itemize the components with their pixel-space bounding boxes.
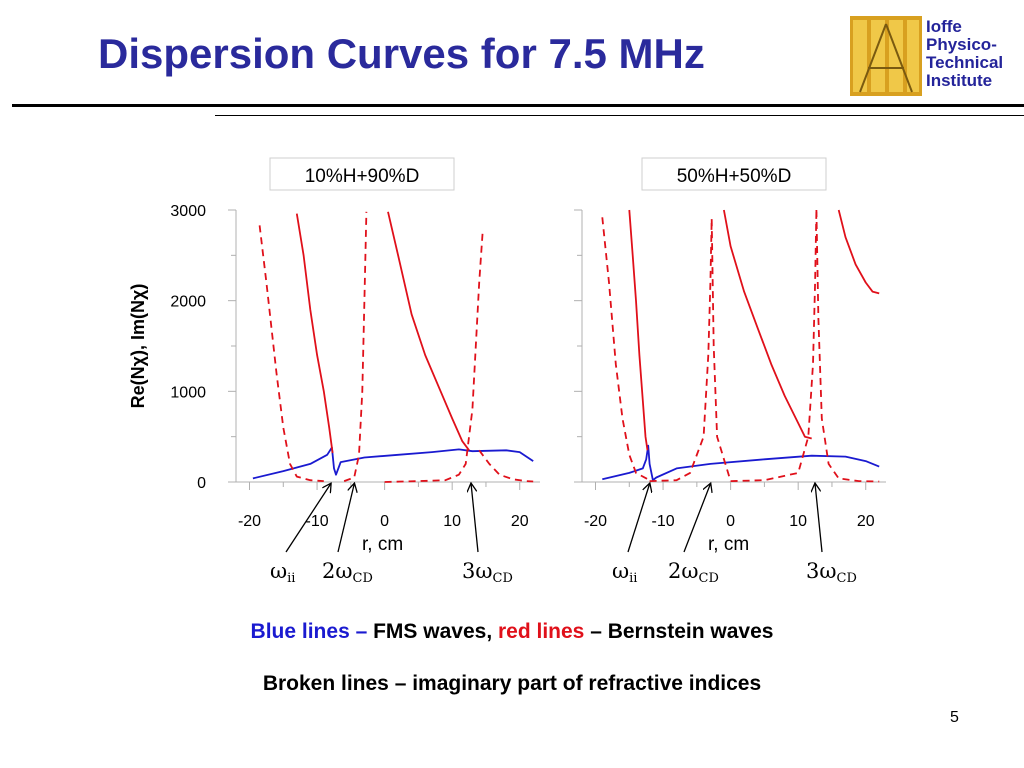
x-tick-label: 20 xyxy=(857,513,875,530)
y-tick-label: 2000 xyxy=(170,294,206,311)
annotation-label-subscript: CD xyxy=(493,571,513,586)
annotation-arrow xyxy=(815,484,823,553)
page-number: 5 xyxy=(950,709,959,726)
fms-wave-curve xyxy=(602,444,880,482)
x-tick-label: 20 xyxy=(511,513,529,530)
y-tick-label: 0 xyxy=(197,475,206,492)
fms-wave-curve xyxy=(252,446,534,480)
x-tick-label: -20 xyxy=(584,513,607,530)
bernstein-imag-curve xyxy=(343,211,368,482)
annotation-label-base: 2ω xyxy=(322,559,353,583)
annotation-arrow xyxy=(683,484,710,553)
logo-line-3: Technical xyxy=(926,53,1004,72)
chart-title-box xyxy=(269,157,455,191)
logo-line-2: Physico- xyxy=(926,35,997,54)
logo-line-1: Ioffe xyxy=(926,17,962,36)
bernstein-imag-curve xyxy=(710,219,732,482)
chart-title: 10%H+90%D xyxy=(305,166,420,187)
annotation-label-base: ω xyxy=(270,559,287,583)
bernstein-real-curve xyxy=(723,209,812,440)
caption-fms-waves: FMS waves, xyxy=(367,620,498,643)
annotation-arrow xyxy=(337,484,354,553)
bernstein-real-curve xyxy=(837,209,880,295)
y-tick-label: 3000 xyxy=(170,203,206,220)
caption-bernstein-waves: – Bernstein waves xyxy=(584,620,774,643)
bernstein-imag-curve xyxy=(815,209,880,483)
annotation-label-base: 2ω xyxy=(668,559,699,583)
annotation-label-subscript: CD xyxy=(353,571,373,586)
bernstein-imag-curve xyxy=(649,219,713,482)
x-axis-label: r, cm xyxy=(708,534,749,555)
annotation-label: 3ωCD xyxy=(806,559,857,586)
bernstein-imag-curve xyxy=(478,449,534,483)
bernstein-imag-curve xyxy=(384,232,484,483)
annotation-label-subscript: ii xyxy=(629,571,637,586)
chart-title-box xyxy=(641,157,827,191)
x-tick-label: 0 xyxy=(380,513,389,530)
y-axis-label: Re(Nχ), Im(Nχ) xyxy=(128,284,148,409)
annotation-arrow xyxy=(471,484,479,553)
title-underline-thick xyxy=(12,104,1024,107)
logo-text: Ioffe Physico- Technical Institute xyxy=(926,18,1003,90)
x-axis-label: r, cm xyxy=(362,534,403,555)
dispersion-charts: 10%H+90%D 0 1000 2000 3000 -20 -10 0 10 20 r, cm Re… xyxy=(128,157,886,586)
annotation-label-base: ω xyxy=(612,559,629,583)
bernstein-real-curve xyxy=(628,209,649,451)
bernstein-real-curve xyxy=(387,211,470,451)
logo-line-4: Institute xyxy=(926,71,993,90)
y-tick-label: 1000 xyxy=(170,384,206,401)
bernstein-imag-curve xyxy=(601,217,651,481)
bernstein-imag-curve xyxy=(258,225,324,482)
caption-line-2: Broken lines – imaginary part of refract… xyxy=(262,672,762,695)
annotation-label: ωii xyxy=(270,559,295,586)
x-tick-label: -20 xyxy=(238,513,261,530)
x-tick-label: 10 xyxy=(443,513,461,530)
bernstein-real-curve xyxy=(295,213,334,454)
slide-title: Dispersion Curves for 7.5 MHz xyxy=(98,30,705,77)
title-underline-thin xyxy=(215,115,1024,116)
annotation-label-subscript: CD xyxy=(837,571,857,586)
annotation-label: 2ωCD xyxy=(668,559,719,586)
annotation-label: ωii xyxy=(612,559,637,586)
caption-blue-lines: Blue lines – xyxy=(250,620,368,643)
x-tick-label: -10 xyxy=(652,513,675,530)
annotation-label-subscript: CD xyxy=(699,571,719,586)
annotation-arrow xyxy=(285,484,331,553)
logo-mark-icon xyxy=(850,16,922,96)
annotation-label-base: 3ω xyxy=(462,559,493,583)
chart-panel-1: 10%H+90%D 0 1000 2000 3000 -20 -10 0 10 20 r, cm Re… xyxy=(128,157,540,586)
annotation-arrow xyxy=(627,484,650,553)
annotation-label: 3ωCD xyxy=(462,559,513,586)
x-tick-label: 10 xyxy=(789,513,807,530)
caption-line-1: Blue lines – FMS waves, red lines – Bern… xyxy=(0,620,1024,644)
x-tick-label: -10 xyxy=(306,513,329,530)
annotation-label-base: 3ω xyxy=(806,559,837,583)
chart-title: 50%H+50%D xyxy=(677,166,792,187)
caption-red-lines: red lines xyxy=(497,620,585,643)
annotation-label: 2ωCD xyxy=(322,559,373,586)
institute-logo: Ioffe Physico- Technical Institute xyxy=(850,16,1022,96)
x-tick-label: 0 xyxy=(726,513,735,530)
annotation-label-subscript: ii xyxy=(287,571,295,586)
bernstein-imag-curve xyxy=(730,209,818,482)
